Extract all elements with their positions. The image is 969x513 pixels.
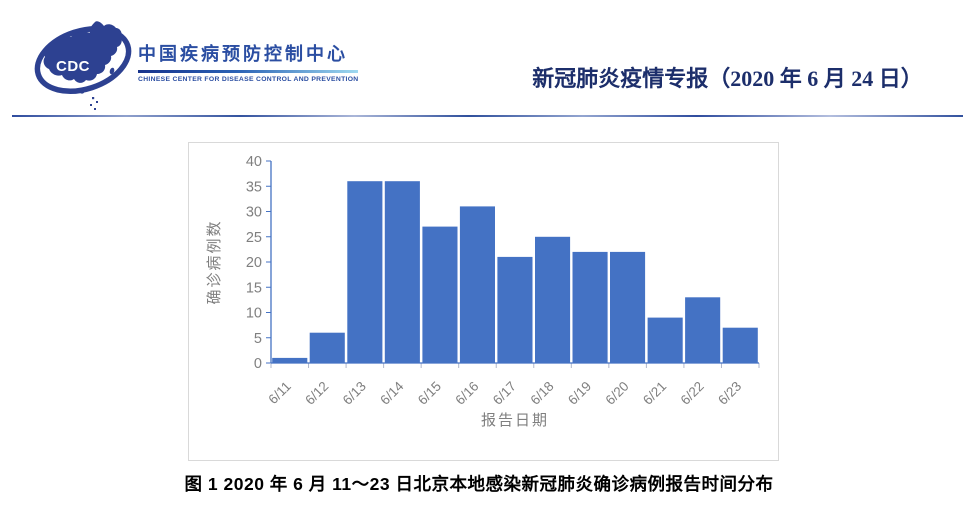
taiwan-island-icon [109, 67, 115, 75]
bar-6/15 [422, 226, 458, 363]
x-tick-label: 6/13 [340, 379, 369, 408]
bar-6/17 [497, 256, 533, 363]
bar-6/16 [459, 206, 495, 363]
bar-6/23 [722, 327, 758, 363]
y-tick-label: 35 [246, 179, 262, 195]
bar-6/14 [384, 181, 420, 363]
bar-6/18 [535, 236, 571, 364]
bar-6/21 [647, 317, 683, 363]
y-tick-label: 0 [254, 356, 262, 372]
y-tick-label: 40 [246, 154, 262, 170]
header-divider [12, 115, 963, 117]
x-tick-label: 6/21 [640, 379, 669, 408]
y-axis-title: 确诊病例数 [206, 219, 223, 304]
y-tick-label: 5 [254, 331, 262, 347]
x-tick-label: 6/20 [603, 379, 632, 408]
x-tick-label: 6/19 [565, 379, 594, 408]
china-map-icon [43, 21, 122, 83]
y-tick-label: 30 [246, 205, 262, 221]
y-tick-label: 10 [246, 306, 262, 322]
brand-gradient-line [138, 69, 358, 74]
cdc-logo-text: CDC [56, 58, 90, 75]
x-tick-label: 6/15 [415, 379, 444, 408]
figure-1-chart-box: 0 5 10 15 20 25 30 35 40 6/11 6/12 6/13 6/14 6/15 6/16… [188, 142, 779, 461]
x-tick-label: 6/11 [265, 379, 293, 407]
org-name-block: 中国疾病预防控制中心 CHINESE CENTER FOR DISEASE CO… [138, 44, 368, 84]
bar-6/12 [309, 332, 345, 363]
x-tick-label: 6/16 [452, 379, 481, 408]
bar-6/11 [272, 357, 308, 363]
bar-6/20 [610, 251, 646, 363]
hainan-island-icon [79, 88, 85, 94]
x-tick-label: 6/18 [527, 379, 556, 408]
cdc-logo-icon: CDC [34, 21, 132, 110]
x-axis-title: 报告日期 [481, 412, 549, 429]
x-tick-label: 6/12 [302, 379, 331, 408]
x-tick-label: 6/23 [715, 379, 744, 408]
bar-6/19 [572, 251, 608, 363]
y-tick-label: 20 [246, 255, 262, 271]
report-title: 新冠肺炎疫情专报（2020 年 6 月 24 日） [532, 66, 923, 91]
y-tick-label: 15 [246, 280, 262, 296]
y-tick-label: 25 [246, 230, 262, 246]
bar-6/13 [347, 181, 383, 363]
org-name-en: CHINESE CENTER FOR DISEASE CONTROL AND P… [138, 76, 359, 84]
logo-ellipse [34, 26, 132, 94]
x-tick-label: 6/22 [678, 379, 707, 408]
x-tick-label: 6/17 [490, 379, 519, 408]
figure-caption: 图 1 2020 年 6 月 11～23 日北京本地感染新冠肺炎确诊病例报告时间… [184, 474, 774, 494]
x-tick-label: 6/14 [377, 378, 407, 408]
bar-6/22 [685, 297, 721, 363]
south-china-sea-dots-icon [90, 97, 98, 110]
bar-chart: 0 5 10 15 20 25 30 35 40 6/11 6/12 6/13 6/14 6/15 6/16… [206, 154, 760, 429]
org-name-zh: 中国疾病预防控制中心 [138, 44, 348, 64]
